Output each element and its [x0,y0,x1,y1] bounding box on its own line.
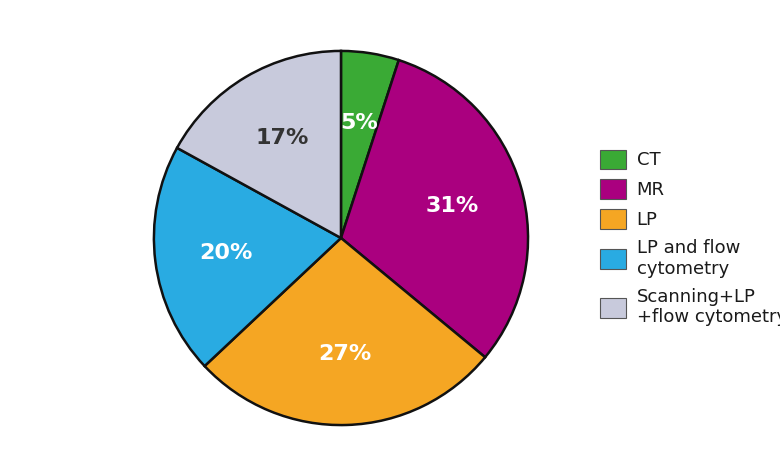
Text: 27%: 27% [318,344,371,364]
Text: 17%: 17% [255,128,309,148]
Text: 20%: 20% [199,243,253,263]
Legend: CT, MR, LP, LP and flow
cytometry, Scanning+LP
+flow cytometry: CT, MR, LP, LP and flow cytometry, Scann… [594,142,780,334]
Text: 5%: 5% [340,113,378,133]
Text: 31%: 31% [426,196,479,216]
Wedge shape [177,51,341,238]
Wedge shape [341,51,399,238]
Wedge shape [204,238,485,425]
Wedge shape [154,148,341,366]
Wedge shape [341,60,528,357]
